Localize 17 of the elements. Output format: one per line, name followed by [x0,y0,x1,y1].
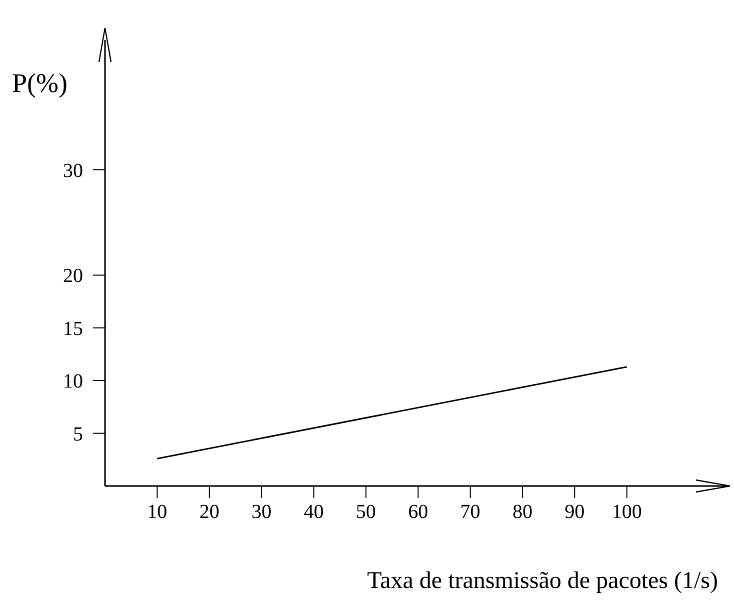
x-tick-label: 30 [252,501,272,524]
x-axis-title: Taxa de transmissão de pacotes (1/s) [367,568,718,594]
y-tick-label: 30 [63,160,83,182]
x-tick-label: 90 [564,501,585,524]
x-tick-label: 10 [147,501,168,524]
x-tick-label: 70 [460,501,480,524]
y-axis-title: P(%) [12,68,68,98]
x-tick-label: 20 [199,501,220,524]
y-tick-label: 20 [63,265,83,288]
y-tick-label: 5 [73,423,83,446]
x-tick-label: 40 [304,501,324,524]
x-tick-label: 60 [408,501,428,524]
y-tick-label: 10 [63,370,83,393]
y-tick-label: 15 [63,318,83,340]
x-tick-label: 100 [612,501,642,524]
x-tick-label: 50 [356,501,376,524]
x-tick-label: 80 [512,501,532,524]
